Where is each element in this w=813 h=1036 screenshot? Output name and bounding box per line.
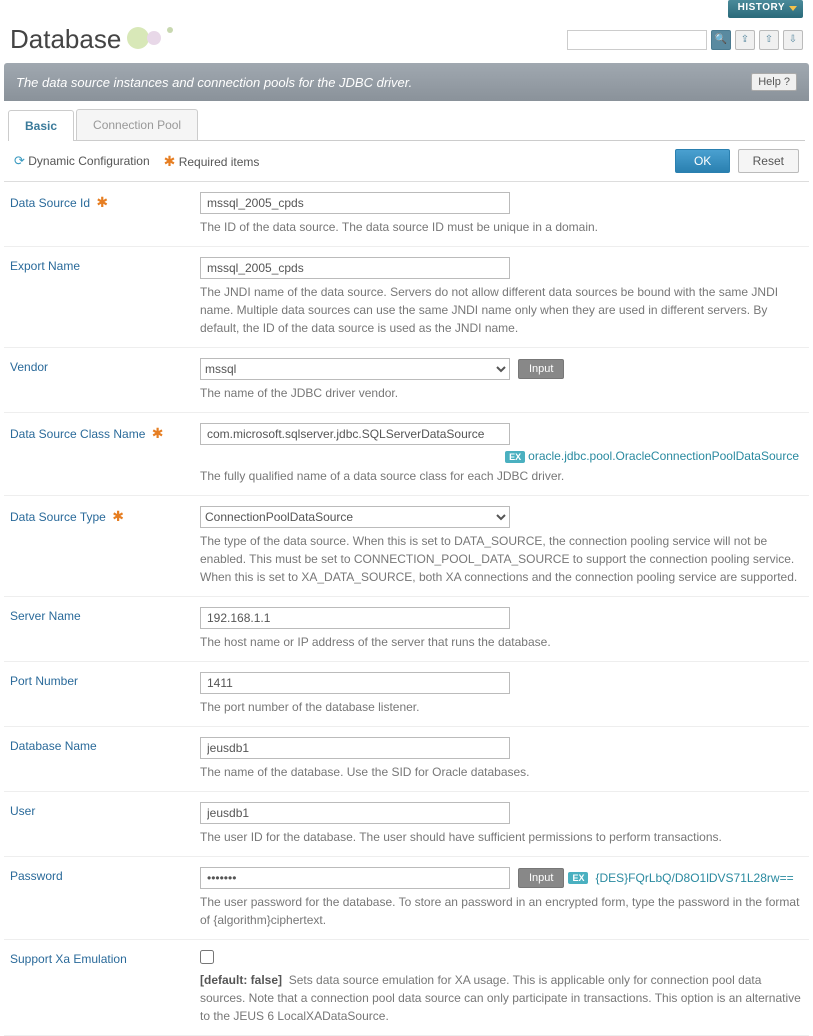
user-label: User	[10, 802, 200, 846]
export-name-label: Export Name	[10, 257, 200, 337]
server-name-input[interactable]	[200, 607, 510, 629]
history-button[interactable]: HISTORY	[728, 0, 803, 18]
export-icon-1[interactable]: ⇪	[735, 30, 755, 50]
import-xml-icon[interactable]: ⇩	[783, 30, 803, 50]
class-name-input[interactable]	[200, 423, 510, 445]
required-star-icon: ✱	[96, 194, 108, 210]
data-source-id-input[interactable]	[200, 192, 510, 214]
data-source-id-help: The ID of the data source. The data sour…	[200, 218, 803, 236]
vendor-help: The name of the JDBC driver vendor.	[200, 384, 803, 402]
search-icon[interactable]: 🔍	[711, 30, 731, 50]
ex-badge: EX	[505, 451, 525, 463]
page-title: Database	[10, 24, 121, 55]
ex-badge: EX	[568, 872, 588, 884]
reset-button[interactable]: Reset	[738, 149, 799, 173]
server-name-help: The host name or IP address of the serve…	[200, 633, 803, 651]
vendor-input-button[interactable]: Input	[518, 359, 564, 379]
dynamic-config-label: Dynamic Configuration	[28, 154, 149, 168]
xa-default-label: [default: false]	[200, 973, 282, 987]
required-star-icon: ✱	[112, 508, 124, 524]
db-name-label: Database Name	[10, 737, 200, 781]
password-help: The user password for the database. To s…	[200, 893, 803, 929]
password-input[interactable]	[200, 867, 510, 889]
vendor-select[interactable]: mssql	[200, 358, 510, 380]
xa-emulation-help: Sets data source emulation for XA usage.…	[200, 973, 801, 1023]
user-help: The user ID for the database. The user s…	[200, 828, 803, 846]
tab-connection-pool[interactable]: Connection Pool	[76, 109, 198, 140]
server-name-label: Server Name	[10, 607, 200, 651]
class-name-help: The fully qualified name of a data sourc…	[200, 467, 803, 485]
class-name-label: Data Source Class Name	[10, 427, 145, 441]
ds-type-label: Data Source Type	[10, 510, 106, 524]
db-name-help: The name of the database. Use the SID fo…	[200, 763, 803, 781]
search-input[interactable]	[567, 30, 707, 50]
data-source-id-label: Data Source Id	[10, 196, 90, 210]
ds-type-select[interactable]: ConnectionPoolDataSource	[200, 506, 510, 528]
db-name-input[interactable]	[200, 737, 510, 759]
vendor-label: Vendor	[10, 358, 200, 402]
password-label: Password	[10, 867, 200, 929]
port-help: The port number of the database listener…	[200, 698, 803, 716]
xa-emulation-label: Support Xa Emulation	[10, 950, 200, 1025]
port-label: Port Number	[10, 672, 200, 716]
password-example: {DES}FQrLbQ/D8O1lDVS71L28rw==	[595, 871, 793, 885]
required-star-icon: ✱	[164, 153, 176, 169]
tab-basic[interactable]: Basic	[8, 110, 74, 141]
required-items-label: Required items	[179, 155, 260, 169]
ok-button[interactable]: OK	[675, 149, 730, 173]
refresh-icon[interactable]: ⟳	[14, 153, 25, 168]
export-name-input[interactable]	[200, 257, 510, 279]
export-name-help: The JNDI name of the data source. Server…	[200, 283, 803, 337]
user-input[interactable]	[200, 802, 510, 824]
decorative-dots	[127, 25, 187, 55]
xa-emulation-checkbox[interactable]	[200, 950, 214, 964]
password-input-button[interactable]: Input	[518, 868, 564, 888]
port-input[interactable]	[200, 672, 510, 694]
help-button[interactable]: Help ?	[751, 73, 797, 91]
class-name-example: oracle.jdbc.pool.OracleConnectionPoolDat…	[528, 449, 799, 463]
export-xml-icon[interactable]: ⇧	[759, 30, 779, 50]
page-description: The data source instances and connection…	[16, 75, 412, 90]
ds-type-help: The type of the data source. When this i…	[200, 532, 803, 586]
required-star-icon: ✱	[152, 425, 164, 441]
